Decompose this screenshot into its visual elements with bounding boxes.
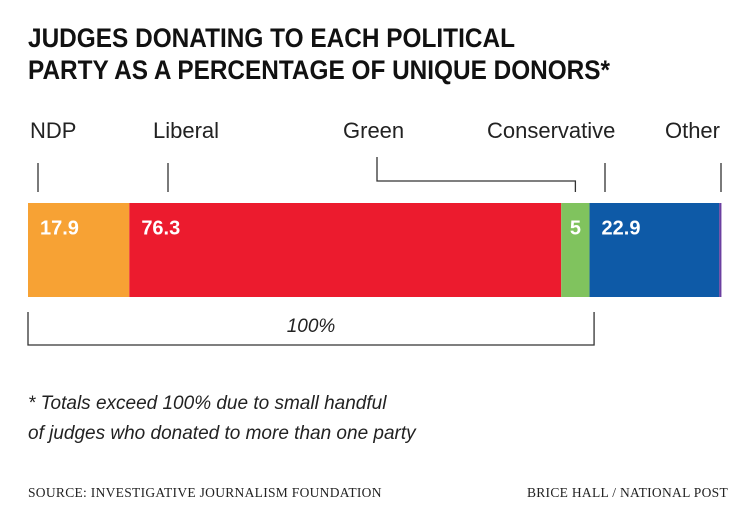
- total-bracket: [27, 312, 595, 346]
- bar-segment: [561, 203, 590, 297]
- value-label: 22.9: [602, 217, 641, 239]
- chart-title: JUDGES DONATING TO EACH POLITICAL: [28, 23, 515, 53]
- bar-segment: [589, 203, 720, 297]
- chart-title: PARTY AS A PERCENTAGE OF UNIQUE DONORS*: [28, 55, 610, 85]
- bar-segment: [28, 203, 130, 297]
- value-label: 5: [570, 217, 581, 239]
- legend-label: Other: [665, 118, 720, 143]
- value-label: 17.9: [40, 217, 79, 239]
- leader-line: [376, 157, 577, 192]
- legend-label: NDP: [30, 118, 76, 143]
- bar-segment: [129, 203, 562, 297]
- footnote: of judges who donated to more than one p…: [28, 423, 417, 444]
- bar-segment: [719, 203, 722, 297]
- bracket-label: 100%: [287, 316, 336, 337]
- credit: BRICE HALL / NATIONAL POST: [527, 485, 728, 500]
- value-label: 76.3: [141, 217, 180, 239]
- legend-label: Liberal: [153, 118, 219, 143]
- source: SOURCE: INVESTIGATIVE JOURNALISM FOUNDAT…: [28, 485, 382, 500]
- legend-label: Conservative: [487, 118, 615, 143]
- footnote: * Totals exceed 100% due to small handfu…: [28, 393, 387, 414]
- legend-label: Green: [343, 118, 404, 143]
